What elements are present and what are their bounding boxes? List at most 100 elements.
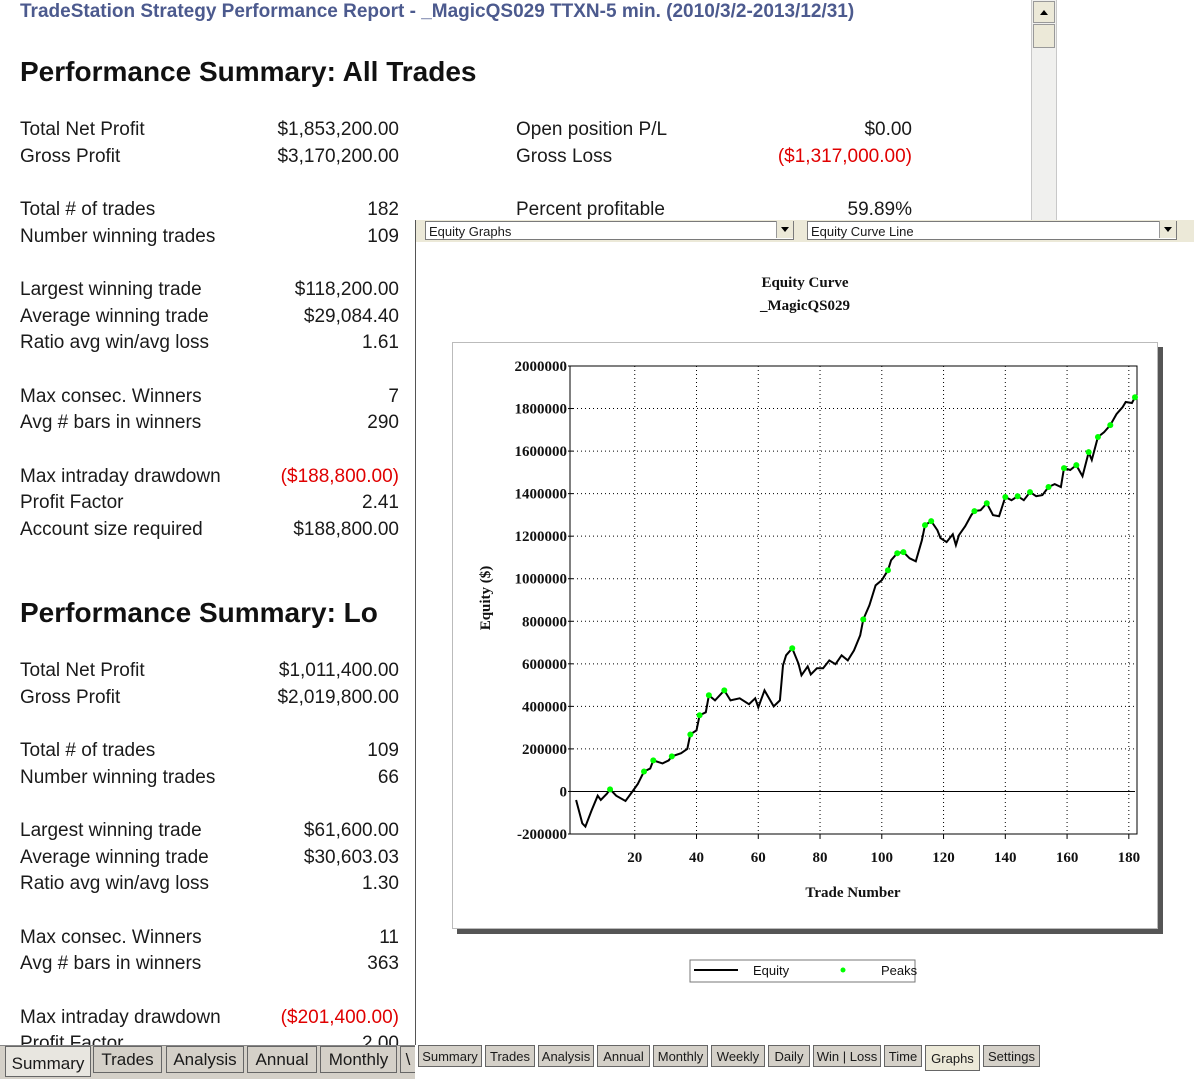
peak-point	[641, 768, 648, 775]
stat-label: Average winning trade	[20, 305, 209, 327]
y-tick-label: 1800000	[515, 402, 568, 418]
peak-point	[1132, 394, 1138, 401]
x-tick-label: 20	[627, 850, 642, 866]
dropdown[interactable]: Equity Curve Line	[807, 221, 1177, 240]
tab[interactable]: Daily	[768, 1045, 810, 1067]
stat-value: 290	[367, 412, 399, 433]
scroll-thumb[interactable]	[1033, 24, 1055, 48]
chart-title: Equity Curve	[761, 275, 848, 291]
stat-value: 66	[377, 766, 399, 788]
tab[interactable]: Monthly	[653, 1045, 708, 1067]
graph-tabs: Summary Trades Analysis Annual Monthly Weekly…	[415, 1045, 1194, 1078]
stat-label: Max consec. Winners	[20, 385, 202, 407]
peak-point	[928, 518, 935, 525]
x-tick-label: 120	[932, 850, 955, 866]
stat-label: Gross Loss	[516, 145, 613, 167]
peak-point	[705, 692, 712, 699]
plot-border	[569, 365, 1138, 835]
stat-label: Max consec. Winners	[20, 926, 202, 948]
x-tick-label: 180	[1118, 850, 1141, 866]
stat-value: $0.00	[864, 119, 912, 140]
tab[interactable]: Win | Loss	[813, 1045, 881, 1067]
tab[interactable]: Summary	[5, 1046, 91, 1077]
y-tick-label: 1600000	[515, 444, 568, 460]
stat-label: Gross Profit	[20, 145, 121, 167]
x-tick-label: 40	[689, 850, 704, 866]
stat-label: Total Net Profit	[20, 119, 145, 140]
toolbar: Equity Graphs Equity Curve Line	[416, 220, 1194, 242]
tab[interactable]: Analysis	[166, 1046, 244, 1073]
y-tick-label: 800000	[522, 614, 567, 630]
stat-label: Total # of trades	[20, 199, 156, 220]
y-tick-label: 2000000	[515, 359, 568, 375]
legend-label: Peaks	[881, 963, 918, 978]
stat-value: 182	[367, 199, 399, 220]
tab[interactable]: Annual	[247, 1046, 317, 1073]
peak-point	[971, 508, 978, 515]
stat-label: Max intraday drawdown	[20, 1006, 221, 1028]
peak-point	[1045, 484, 1052, 491]
section-heading: Performance Summary: All Trades	[20, 56, 477, 87]
peak-point	[1060, 465, 1067, 472]
peak-point	[1107, 422, 1114, 429]
stat-label: Number winning trades	[20, 225, 216, 247]
peak-point	[1002, 494, 1009, 501]
y-tick-label: 1000000	[515, 572, 568, 588]
scrollbar[interactable]	[1031, 0, 1057, 220]
tab[interactable]: Analysis	[538, 1045, 594, 1067]
tab[interactable]: Trades	[93, 1046, 162, 1073]
stat-value: ($188,800.00)	[280, 465, 399, 487]
tab[interactable]: Graphs	[925, 1045, 980, 1071]
peak-point	[884, 567, 891, 574]
tab[interactable]: \	[400, 1046, 416, 1073]
stat-value: 11	[379, 926, 399, 948]
tab[interactable]: Time	[884, 1045, 922, 1067]
y-tick-label: 1200000	[515, 529, 568, 545]
dropdown-button[interactable]	[1159, 221, 1176, 238]
stat-label: Total # of trades	[20, 740, 156, 761]
scroll-up[interactable]	[1033, 1, 1055, 23]
stat-label: Total Net Profit	[20, 660, 145, 681]
stat-label: Ratio avg win/avg loss	[20, 873, 210, 894]
stat-label: Profit Factor	[20, 1033, 124, 1045]
peak-point	[860, 616, 867, 623]
peak-point	[894, 550, 901, 557]
tab[interactable]: Annual	[597, 1045, 650, 1067]
stat-value: 2.41	[362, 492, 399, 513]
tab[interactable]: Summary	[418, 1045, 482, 1067]
section-heading: Performance Summary: Lo	[20, 597, 378, 628]
stat-value: $118,200.00	[294, 279, 399, 300]
x-tick-label: 60	[751, 850, 766, 866]
stat-label: Largest winning trade	[20, 279, 202, 300]
tab[interactable]: Weekly	[711, 1045, 765, 1067]
arrow	[1040, 10, 1048, 15]
peak-point	[983, 500, 990, 507]
peak-point	[1014, 493, 1021, 500]
stat-label: Account size required	[20, 518, 203, 540]
peak-point	[687, 731, 694, 738]
chart: Equity Curve _MagicQS029 -200000 0 200000 400…	[478, 275, 1141, 983]
report: TradeStation Strategy Performance Report…	[20, 1, 912, 1045]
stat-value: 109	[367, 225, 399, 247]
tab[interactable]: Trades	[485, 1045, 535, 1067]
peak-point	[1094, 434, 1101, 441]
stat-value: ($1,317,000.00)	[777, 145, 912, 167]
tab[interactable]: Settings	[983, 1045, 1040, 1067]
arrow	[1164, 227, 1172, 232]
stat-value: $29,084.40	[303, 305, 399, 327]
stat-value: 7	[388, 385, 399, 407]
tab[interactable]: Monthly	[320, 1046, 397, 1073]
stat-value: $188,800.00	[293, 518, 399, 540]
peak-point	[721, 687, 728, 694]
dropdown-button[interactable]	[776, 221, 793, 238]
stat-value: $3,170,200.00	[277, 145, 399, 167]
dropdown[interactable]: Equity Graphs	[425, 221, 794, 240]
stat-value: 1.61	[362, 332, 399, 353]
chart-subtitle: _MagicQS029	[759, 298, 850, 314]
stat-value: 363	[367, 953, 399, 974]
report-title: TradeStation Strategy Performance Report…	[20, 1, 855, 22]
y-tick-label: 0	[560, 784, 568, 800]
y-tick-label: -200000	[517, 827, 567, 843]
peak-point	[1073, 462, 1080, 469]
